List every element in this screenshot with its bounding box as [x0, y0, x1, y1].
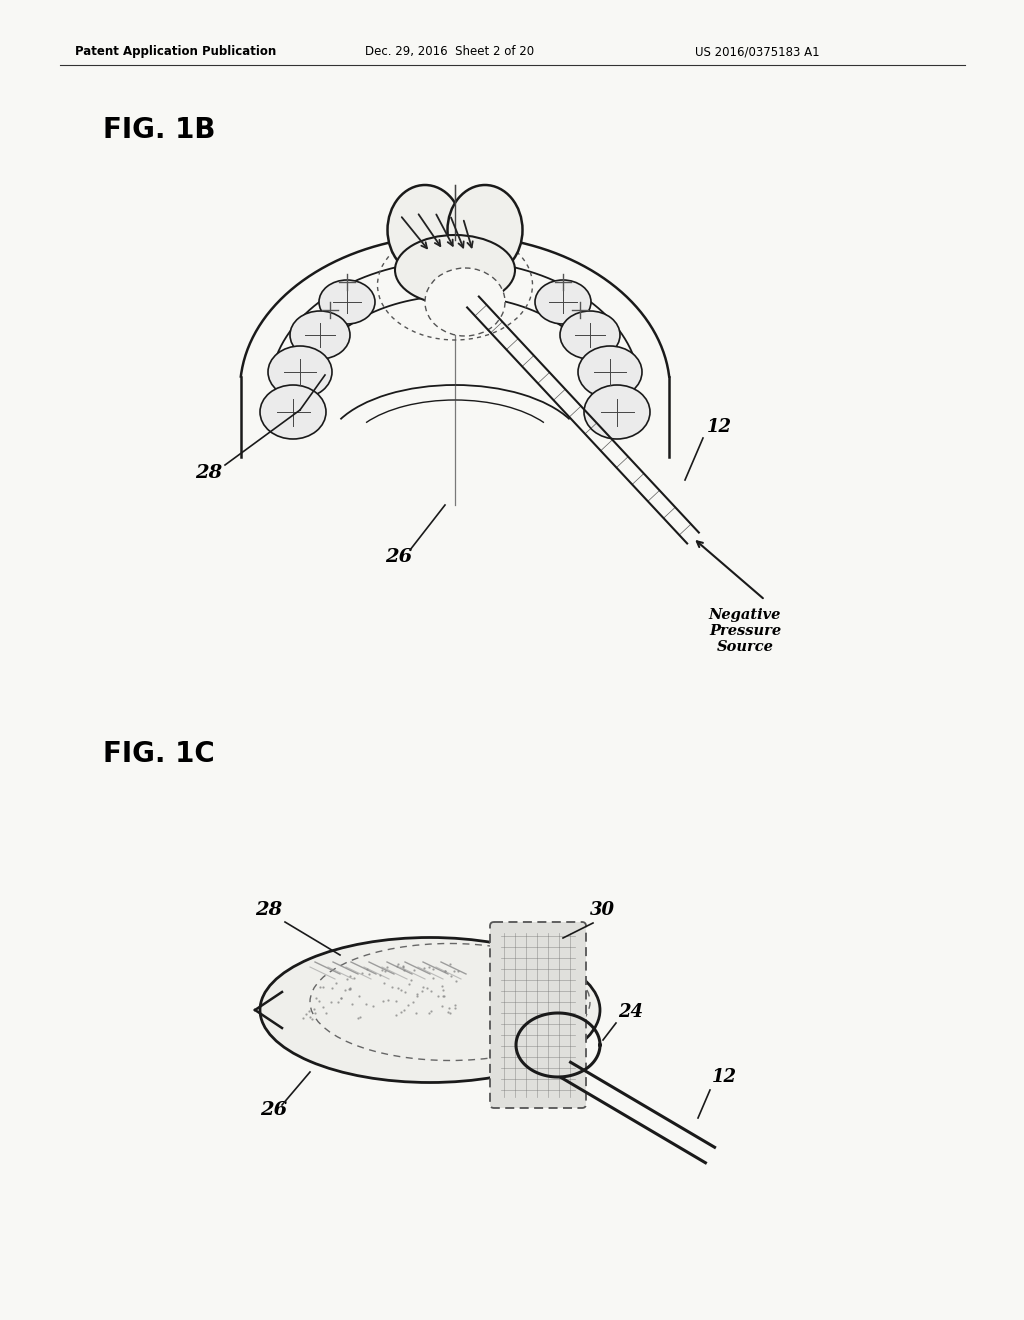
- Text: 12: 12: [707, 418, 732, 436]
- Ellipse shape: [260, 937, 600, 1082]
- Text: Negative
Pressure
Source: Negative Pressure Source: [709, 609, 781, 655]
- Ellipse shape: [535, 280, 591, 323]
- Text: 26: 26: [385, 548, 413, 566]
- Text: US 2016/0375183 A1: US 2016/0375183 A1: [695, 45, 819, 58]
- FancyBboxPatch shape: [490, 921, 586, 1107]
- Ellipse shape: [560, 312, 620, 359]
- Ellipse shape: [319, 280, 375, 323]
- Ellipse shape: [260, 385, 326, 440]
- Text: FIG. 1C: FIG. 1C: [103, 741, 215, 768]
- Ellipse shape: [584, 385, 650, 440]
- Ellipse shape: [268, 346, 332, 399]
- Ellipse shape: [395, 235, 515, 305]
- Ellipse shape: [387, 185, 463, 275]
- Text: 26: 26: [260, 1101, 288, 1119]
- Text: 12: 12: [712, 1068, 737, 1086]
- Text: 30: 30: [590, 902, 615, 919]
- Text: 28: 28: [255, 902, 283, 919]
- Text: 24: 24: [618, 1003, 643, 1020]
- Text: Patent Application Publication: Patent Application Publication: [75, 45, 276, 58]
- Text: FIG. 1B: FIG. 1B: [103, 116, 215, 144]
- Ellipse shape: [578, 346, 642, 399]
- Text: 28: 28: [195, 465, 222, 482]
- Ellipse shape: [447, 185, 522, 275]
- Text: Dec. 29, 2016  Sheet 2 of 20: Dec. 29, 2016 Sheet 2 of 20: [365, 45, 535, 58]
- Ellipse shape: [425, 268, 505, 337]
- Ellipse shape: [290, 312, 350, 359]
